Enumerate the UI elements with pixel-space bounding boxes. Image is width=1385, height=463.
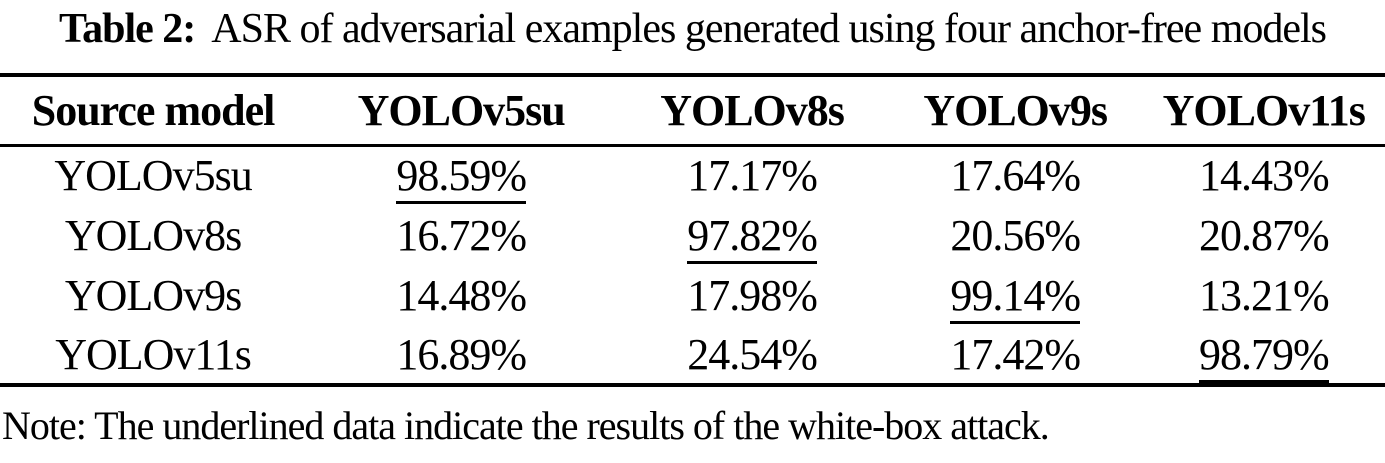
row-label: YOLOv5su [54, 151, 252, 201]
table-caption-label: Table 2: [58, 6, 196, 52]
white-box-asr-value: 99.14% [950, 270, 1081, 324]
asr-value: 24.54% [687, 329, 818, 379]
asr-value: 20.56% [950, 210, 1081, 260]
column-header-yolov11s: YOLOv11s [1162, 85, 1366, 135]
column-header-yolov8s: YOLOv8s [660, 85, 845, 135]
table-row: YOLOv11s 16.89% 24.54% 17.42% 98.79% [0, 325, 1385, 385]
asr-value: 17.98% [687, 270, 818, 320]
column-header-yolov9s: YOLOv9s [923, 85, 1108, 135]
table-note: Note: The underlined data indicate the r… [2, 403, 1050, 448]
asr-value: 17.64% [950, 151, 1081, 201]
column-header-source-model: Source model [31, 85, 276, 135]
row-label: YOLOv11s [55, 329, 252, 379]
table-caption: Table 2: ASR of adversarial examples gene… [0, 0, 1385, 73]
asr-table: Source model YOLOv5su YOLOv8s YOLOv9s YO… [0, 73, 1385, 387]
asr-value: 16.72% [396, 210, 527, 260]
table-caption-text: ASR of adversarial examples generated us… [211, 6, 1327, 52]
asr-value: 20.87% [1198, 210, 1330, 260]
column-header-yolov5su: YOLOv5su [357, 85, 566, 135]
table-row: YOLOv5su 98.59% 17.17% 17.64% 14.43% [0, 145, 1385, 205]
asr-value: 14.43% [1198, 151, 1330, 201]
white-box-asr-value: 97.82% [687, 210, 818, 264]
header-row: Source model YOLOv5su YOLOv8s YOLOv9s YO… [0, 75, 1385, 145]
asr-value: 14.48% [396, 270, 527, 320]
asr-value: 17.42% [950, 329, 1081, 379]
table-row: YOLOv8s 16.72% 97.82% 20.56% 20.87% [0, 205, 1385, 265]
asr-value: 13.21% [1198, 270, 1330, 320]
row-label: YOLOv8s [64, 210, 242, 260]
white-box-asr-value: 98.79% [1198, 329, 1330, 383]
white-box-asr-value: 98.59% [396, 151, 527, 205]
row-label: YOLOv9s [64, 270, 242, 320]
asr-value: 17.17% [687, 151, 818, 201]
table-row: YOLOv9s 14.48% 17.98% 99.14% 13.21% [0, 265, 1385, 325]
asr-value: 16.89% [396, 329, 527, 379]
